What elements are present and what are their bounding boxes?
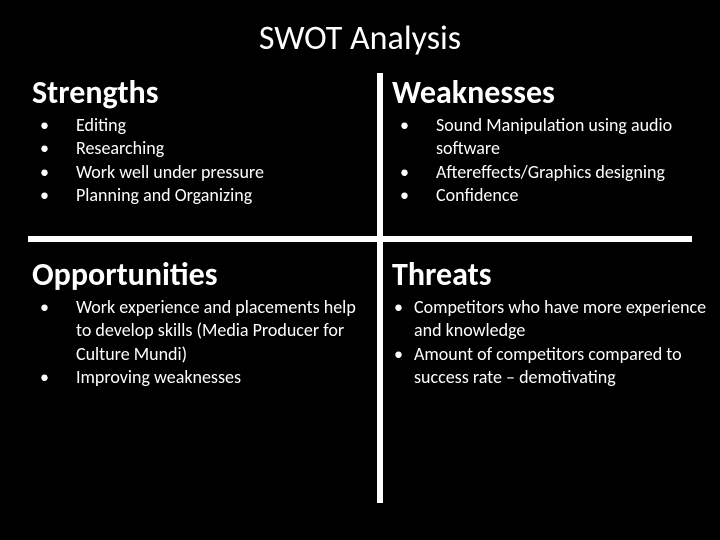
list-item: Researching: [32, 137, 360, 160]
list-item: Aftereffects/Graphics designing: [392, 161, 710, 184]
list-item: Sound Manipulation using audio software: [392, 114, 710, 161]
weaknesses-list: Sound Manipulation using audio software …: [392, 114, 710, 208]
slide-title: SWOT Analysis: [28, 18, 692, 59]
opportunities-heading: Opportunities: [32, 255, 360, 294]
list-item: Planning and Organizing: [32, 184, 360, 207]
list-item: Improving weaknesses: [32, 366, 360, 389]
opportunities-list: Work experience and placements help to d…: [32, 296, 360, 390]
list-item: Competitors who have more experience and…: [392, 296, 710, 343]
list-item: Work well under pressure: [32, 161, 360, 184]
quadrant-weaknesses: Weaknesses Sound Manipulation using audi…: [388, 73, 718, 233]
weaknesses-heading: Weaknesses: [392, 73, 710, 112]
list-item: Confidence: [392, 184, 710, 207]
horizontal-divider: [28, 236, 692, 242]
strengths-list: Editing Researching Work well under pres…: [32, 114, 360, 208]
strengths-heading: Strengths: [32, 73, 360, 112]
swot-grid: Strengths Editing Researching Work well …: [28, 73, 692, 503]
list-item: Amount of competitors compared to succes…: [392, 343, 710, 390]
swot-slide: SWOT Analysis Strengths Editing Research…: [0, 0, 720, 540]
threats-list: Competitors who have more experience and…: [392, 296, 710, 390]
vertical-divider: [377, 73, 383, 503]
quadrant-opportunities: Opportunities Work experience and placem…: [28, 255, 368, 495]
threats-heading: Threats: [392, 255, 710, 294]
list-item: Editing: [32, 114, 360, 137]
quadrant-threats: Threats Competitors who have more experi…: [388, 255, 718, 495]
list-item: Work experience and placements help to d…: [32, 296, 360, 366]
quadrant-strengths: Strengths Editing Researching Work well …: [28, 73, 368, 233]
